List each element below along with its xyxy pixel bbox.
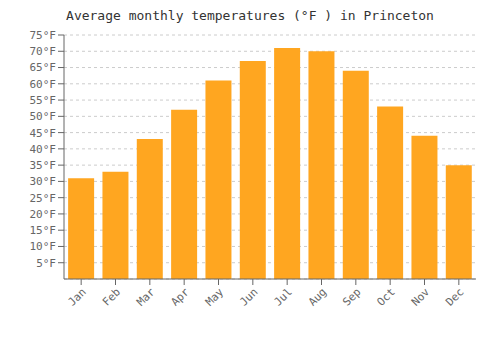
svg-text:35°F: 35°F <box>30 159 57 172</box>
svg-text:Jan: Jan <box>66 285 89 308</box>
svg-text:45°F: 45°F <box>30 127 57 140</box>
svg-text:30°F: 30°F <box>30 175 57 188</box>
svg-text:Nov: Nov <box>409 285 433 309</box>
svg-text:Sep: Sep <box>340 285 363 308</box>
svg-text:5°F: 5°F <box>36 257 56 270</box>
svg-text:75°F: 75°F <box>30 29 57 42</box>
svg-text:Oct: Oct <box>375 285 398 308</box>
svg-text:10°F: 10°F <box>30 240 57 253</box>
svg-text:Mar: Mar <box>134 285 158 309</box>
svg-text:70°F: 70°F <box>30 45 57 58</box>
svg-text:40°F: 40°F <box>30 143 57 156</box>
svg-text:65°F: 65°F <box>30 61 57 74</box>
svg-text:Apr: Apr <box>169 285 193 309</box>
svg-text:20°F: 20°F <box>30 208 57 221</box>
svg-text:25°F: 25°F <box>30 192 57 205</box>
svg-text:55°F: 55°F <box>30 94 57 107</box>
svg-text:Aug: Aug <box>306 285 329 308</box>
svg-text:50°F: 50°F <box>30 110 57 123</box>
svg-text:60°F: 60°F <box>30 78 57 91</box>
html-text:Average monthly temperatures (: Average monthly temperatures (°F ) in Pr… <box>66 8 434 23</box>
svg-text:Feb: Feb <box>100 285 123 308</box>
svg-text:Jun: Jun <box>237 285 260 308</box>
svg-text:May: May <box>203 285 227 309</box>
svg-text:Jul: Jul <box>272 285 295 308</box>
svg-text:15°F: 15°F <box>30 224 57 237</box>
svg-text:Dec: Dec <box>443 285 466 308</box>
